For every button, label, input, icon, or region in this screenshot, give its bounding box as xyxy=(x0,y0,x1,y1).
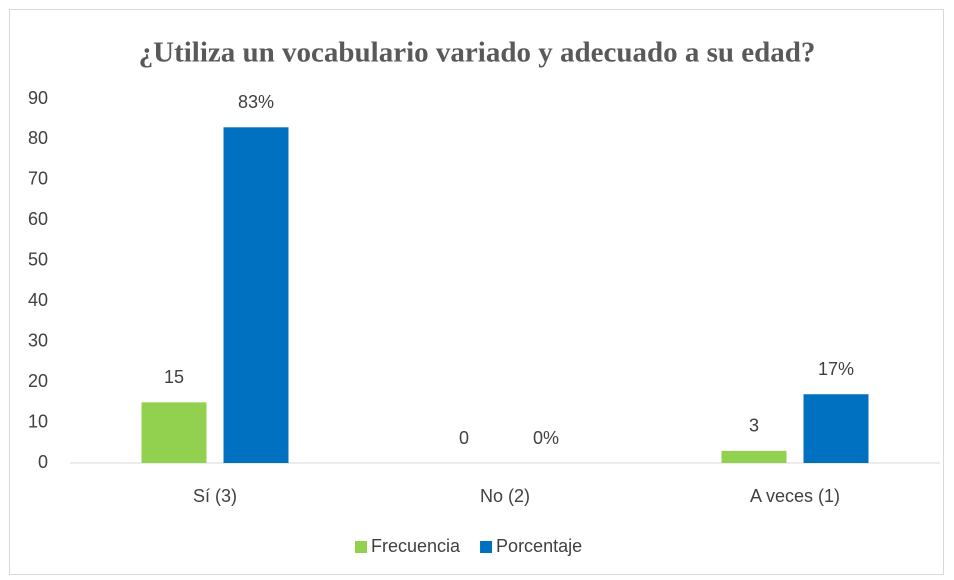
x-tick-label: A veces (1) xyxy=(750,486,840,506)
x-tick-label: No (2) xyxy=(480,486,530,506)
y-tick-label: 90 xyxy=(28,88,48,108)
bar xyxy=(721,450,787,463)
bar xyxy=(803,394,869,463)
data-label: 0 xyxy=(459,428,469,448)
bar xyxy=(141,402,207,463)
y-tick-label: 60 xyxy=(28,209,48,229)
y-tick-label: 10 xyxy=(28,411,48,431)
data-label: 83% xyxy=(238,92,274,112)
y-tick-label: 0 xyxy=(38,452,48,472)
y-tick-label: 40 xyxy=(28,290,48,310)
data-label: 3 xyxy=(749,416,759,436)
chart-border xyxy=(9,9,944,575)
y-tick-label: 50 xyxy=(28,250,48,270)
bar xyxy=(223,127,289,464)
legend-swatch xyxy=(480,541,493,553)
data-label: 15 xyxy=(164,367,184,387)
legend-label: Frecuencia xyxy=(371,536,461,556)
x-tick-label: Sí (3) xyxy=(193,486,237,506)
data-label: 17% xyxy=(818,359,854,379)
y-tick-label: 20 xyxy=(28,371,48,391)
legend-swatch xyxy=(355,541,367,553)
legend-label: Porcentaje xyxy=(496,536,582,556)
y-tick-label: 30 xyxy=(28,330,48,350)
y-tick-label: 70 xyxy=(28,169,48,189)
data-label: 0% xyxy=(533,428,559,448)
chart-title: ¿Utiliza un vocabulario variado y adecua… xyxy=(139,37,816,69)
y-tick-label: 80 xyxy=(28,128,48,148)
